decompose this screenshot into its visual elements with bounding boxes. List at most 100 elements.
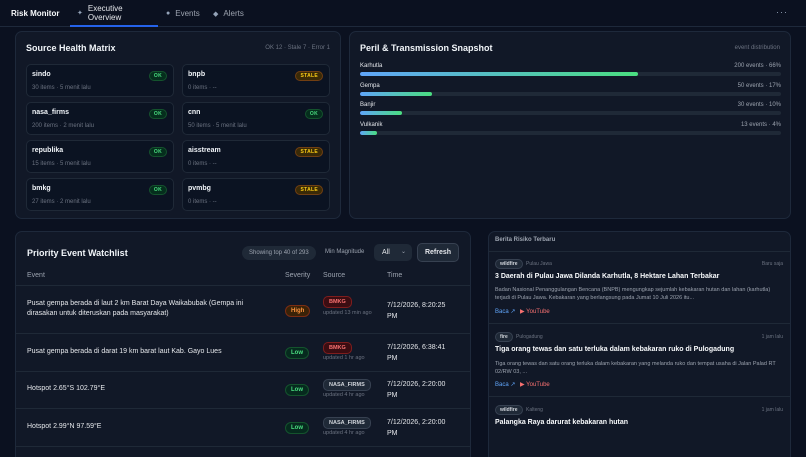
source-card-cnn[interactable]: cnn 50 items · 5 menit lalu OK [182, 102, 330, 135]
source-meta: 30 items · 5 menit lalu [32, 85, 91, 91]
status-badge: OK [148, 185, 167, 195]
source-meta: 27 items · 2 menit lalu [32, 199, 91, 205]
source-card-bmkg[interactable]: bmkg 27 items · 2 menit lalu OK [26, 178, 174, 211]
event-text[interactable]: Hotspot 2.65°S 102.79°E [27, 385, 105, 392]
source-badge: BMKG [323, 342, 352, 354]
peril-name: Banjir [360, 102, 376, 108]
source-meta: 0 items · -- [188, 85, 217, 91]
magnitude-value: All [382, 249, 390, 256]
peril-snapshot-panel: Peril & Transmission Snapshot event dist… [349, 31, 791, 219]
youtube-link[interactable]: ▶ YouTube [520, 309, 550, 315]
tab-label: Executive Overview [87, 3, 123, 22]
news-time: 1 jam lalu [761, 334, 783, 340]
status-badge: OK [304, 109, 323, 119]
column-header-time[interactable]: Time [387, 272, 403, 279]
row-divider [15, 446, 470, 447]
status-badge: STALE [295, 185, 323, 195]
source-card-pvmbg[interactable]: pvmbg 0 items · -- STALE [182, 178, 330, 211]
source-meta: 0 items · -- [188, 161, 217, 167]
panel-title: Source Health Matrix [26, 43, 116, 53]
news-title[interactable]: Tiga orang tewas dan satu terluka dalam … [495, 346, 735, 353]
status-badge: OK [148, 109, 167, 119]
column-header-event[interactable]: Event [27, 272, 45, 279]
magnitude-label: Min Magnitude [325, 249, 365, 255]
source-name: cnn [188, 109, 201, 116]
peril-bar-track [360, 131, 781, 135]
peril-value: 13 events · 4% [740, 122, 781, 128]
event-text[interactable]: Hotspot 2.99°N 97.59°E [27, 423, 102, 430]
chevron-down-icon: ⌄ [400, 249, 406, 255]
news-tag: fire [495, 332, 513, 342]
sparkle-icon: ✦ [77, 9, 83, 17]
peril-value: 50 events · 17% [737, 83, 781, 89]
more-menu-icon[interactable]: ··· [776, 7, 788, 17]
source-card-aisstream[interactable]: aisstream 0 items · -- STALE [182, 140, 330, 173]
read-link[interactable]: Baca ↗ [495, 309, 516, 315]
column-header-source[interactable]: Source [323, 272, 346, 279]
peril-row-karhutla: Karhutla 200 events · 66% [360, 63, 781, 81]
read-link[interactable]: Baca ↗ [495, 382, 516, 388]
news-divider [488, 251, 790, 252]
source-summary: OK 12 · Stale 7 · Error 1 [265, 45, 330, 51]
source-card-bnpb[interactable]: bnpb 0 items · -- STALE [182, 64, 330, 97]
source-name: pvmbg [188, 185, 211, 192]
updated-time: updated 4 hr ago [323, 430, 365, 436]
tab-label: Events [175, 9, 200, 18]
news-location: Pulogadung [516, 334, 543, 340]
header-divider [15, 285, 470, 286]
severity-badge: Low [285, 422, 309, 434]
event-time: 7/12/2026, 6:38:41 PM [387, 344, 446, 362]
source-card-nasa-firms[interactable]: nasa_firms 200 items · 2 menit lalu OK [26, 102, 174, 135]
tab-events[interactable]: ● Events [166, 0, 200, 27]
peril-bar-fill [360, 111, 403, 115]
news-tag: wildfire [495, 259, 523, 269]
severity-badge: Low [285, 384, 309, 396]
event-time: 7/12/2026, 2:20:00 PM [387, 381, 446, 399]
peril-value: 200 events · 66% [734, 63, 781, 69]
refresh-button[interactable]: Refresh [417, 243, 459, 262]
peril-bar-track [360, 111, 781, 115]
news-panel [488, 231, 791, 457]
row-divider [15, 371, 470, 372]
event-text[interactable]: Pusat gempa berada di laut 2 km Barat Da… [27, 300, 244, 317]
peril-row-vulkanik: Vulkanik 13 events · 4% [360, 122, 781, 140]
news-divider [488, 396, 790, 397]
row-divider [15, 408, 470, 409]
status-badge: STALE [295, 71, 323, 81]
row-divider [15, 333, 470, 334]
top-nav: Risk Monitor ✦ Executive Overview ● Even… [0, 0, 806, 27]
news-title[interactable]: Palangka Raya darurat kebakaran hutan [495, 419, 629, 426]
peril-value: 30 events · 10% [737, 102, 781, 108]
column-header-severity[interactable]: Severity [285, 272, 311, 279]
source-card-sindo[interactable]: sindo 30 items · 5 menit lalu OK [26, 64, 174, 97]
dot-icon: ● [166, 10, 171, 17]
source-meta: 0 items · -- [188, 199, 217, 205]
news-summary: Tiga orang tewas dan satu orang terluka … [495, 361, 776, 375]
news-divider [488, 323, 790, 324]
tab-executive-overview[interactable]: ✦ Executive Overview [70, 0, 158, 27]
source-name: bmkg [32, 185, 51, 192]
magnitude-select[interactable]: All ⌄ [374, 244, 412, 261]
source-name: bnpb [188, 71, 206, 78]
status-badge: OK [148, 71, 167, 81]
peril-name: Vulkanik [360, 122, 383, 128]
news-time: Baru saja [761, 261, 783, 267]
news-tag: wildfire [495, 405, 523, 415]
peril-bar-fill [360, 72, 638, 76]
updated-time: updated 4 hr ago [323, 392, 365, 398]
diamond-icon: ◆ [213, 10, 219, 18]
peril-row-banjir: Banjir 30 events · 10% [360, 102, 781, 120]
source-badge: NASA_FIRMS [323, 379, 371, 391]
source-badge: BMKG [323, 296, 352, 308]
app-brand: Risk Monitor [11, 9, 60, 18]
youtube-link[interactable]: ▶ YouTube [520, 382, 550, 388]
event-text[interactable]: Pusat gempa berada di darat 19 km barat … [27, 348, 222, 355]
severity-badge: High [285, 305, 311, 317]
source-card-republika[interactable]: republika 15 items · 5 menit lalu OK [26, 140, 174, 173]
source-health-panel: Source Health Matrix OK 12 · Stale 7 · E… [15, 31, 341, 219]
updated-time: updated 13 min ago [323, 310, 372, 316]
tab-alerts[interactable]: ◆ Alerts [213, 0, 244, 27]
source-name: sindo [32, 71, 51, 78]
event-time: 7/12/2026, 8:20:25 PM [387, 302, 446, 320]
news-title[interactable]: 3 Daerah di Pulau Jawa Dilanda Karhutla,… [495, 273, 720, 280]
